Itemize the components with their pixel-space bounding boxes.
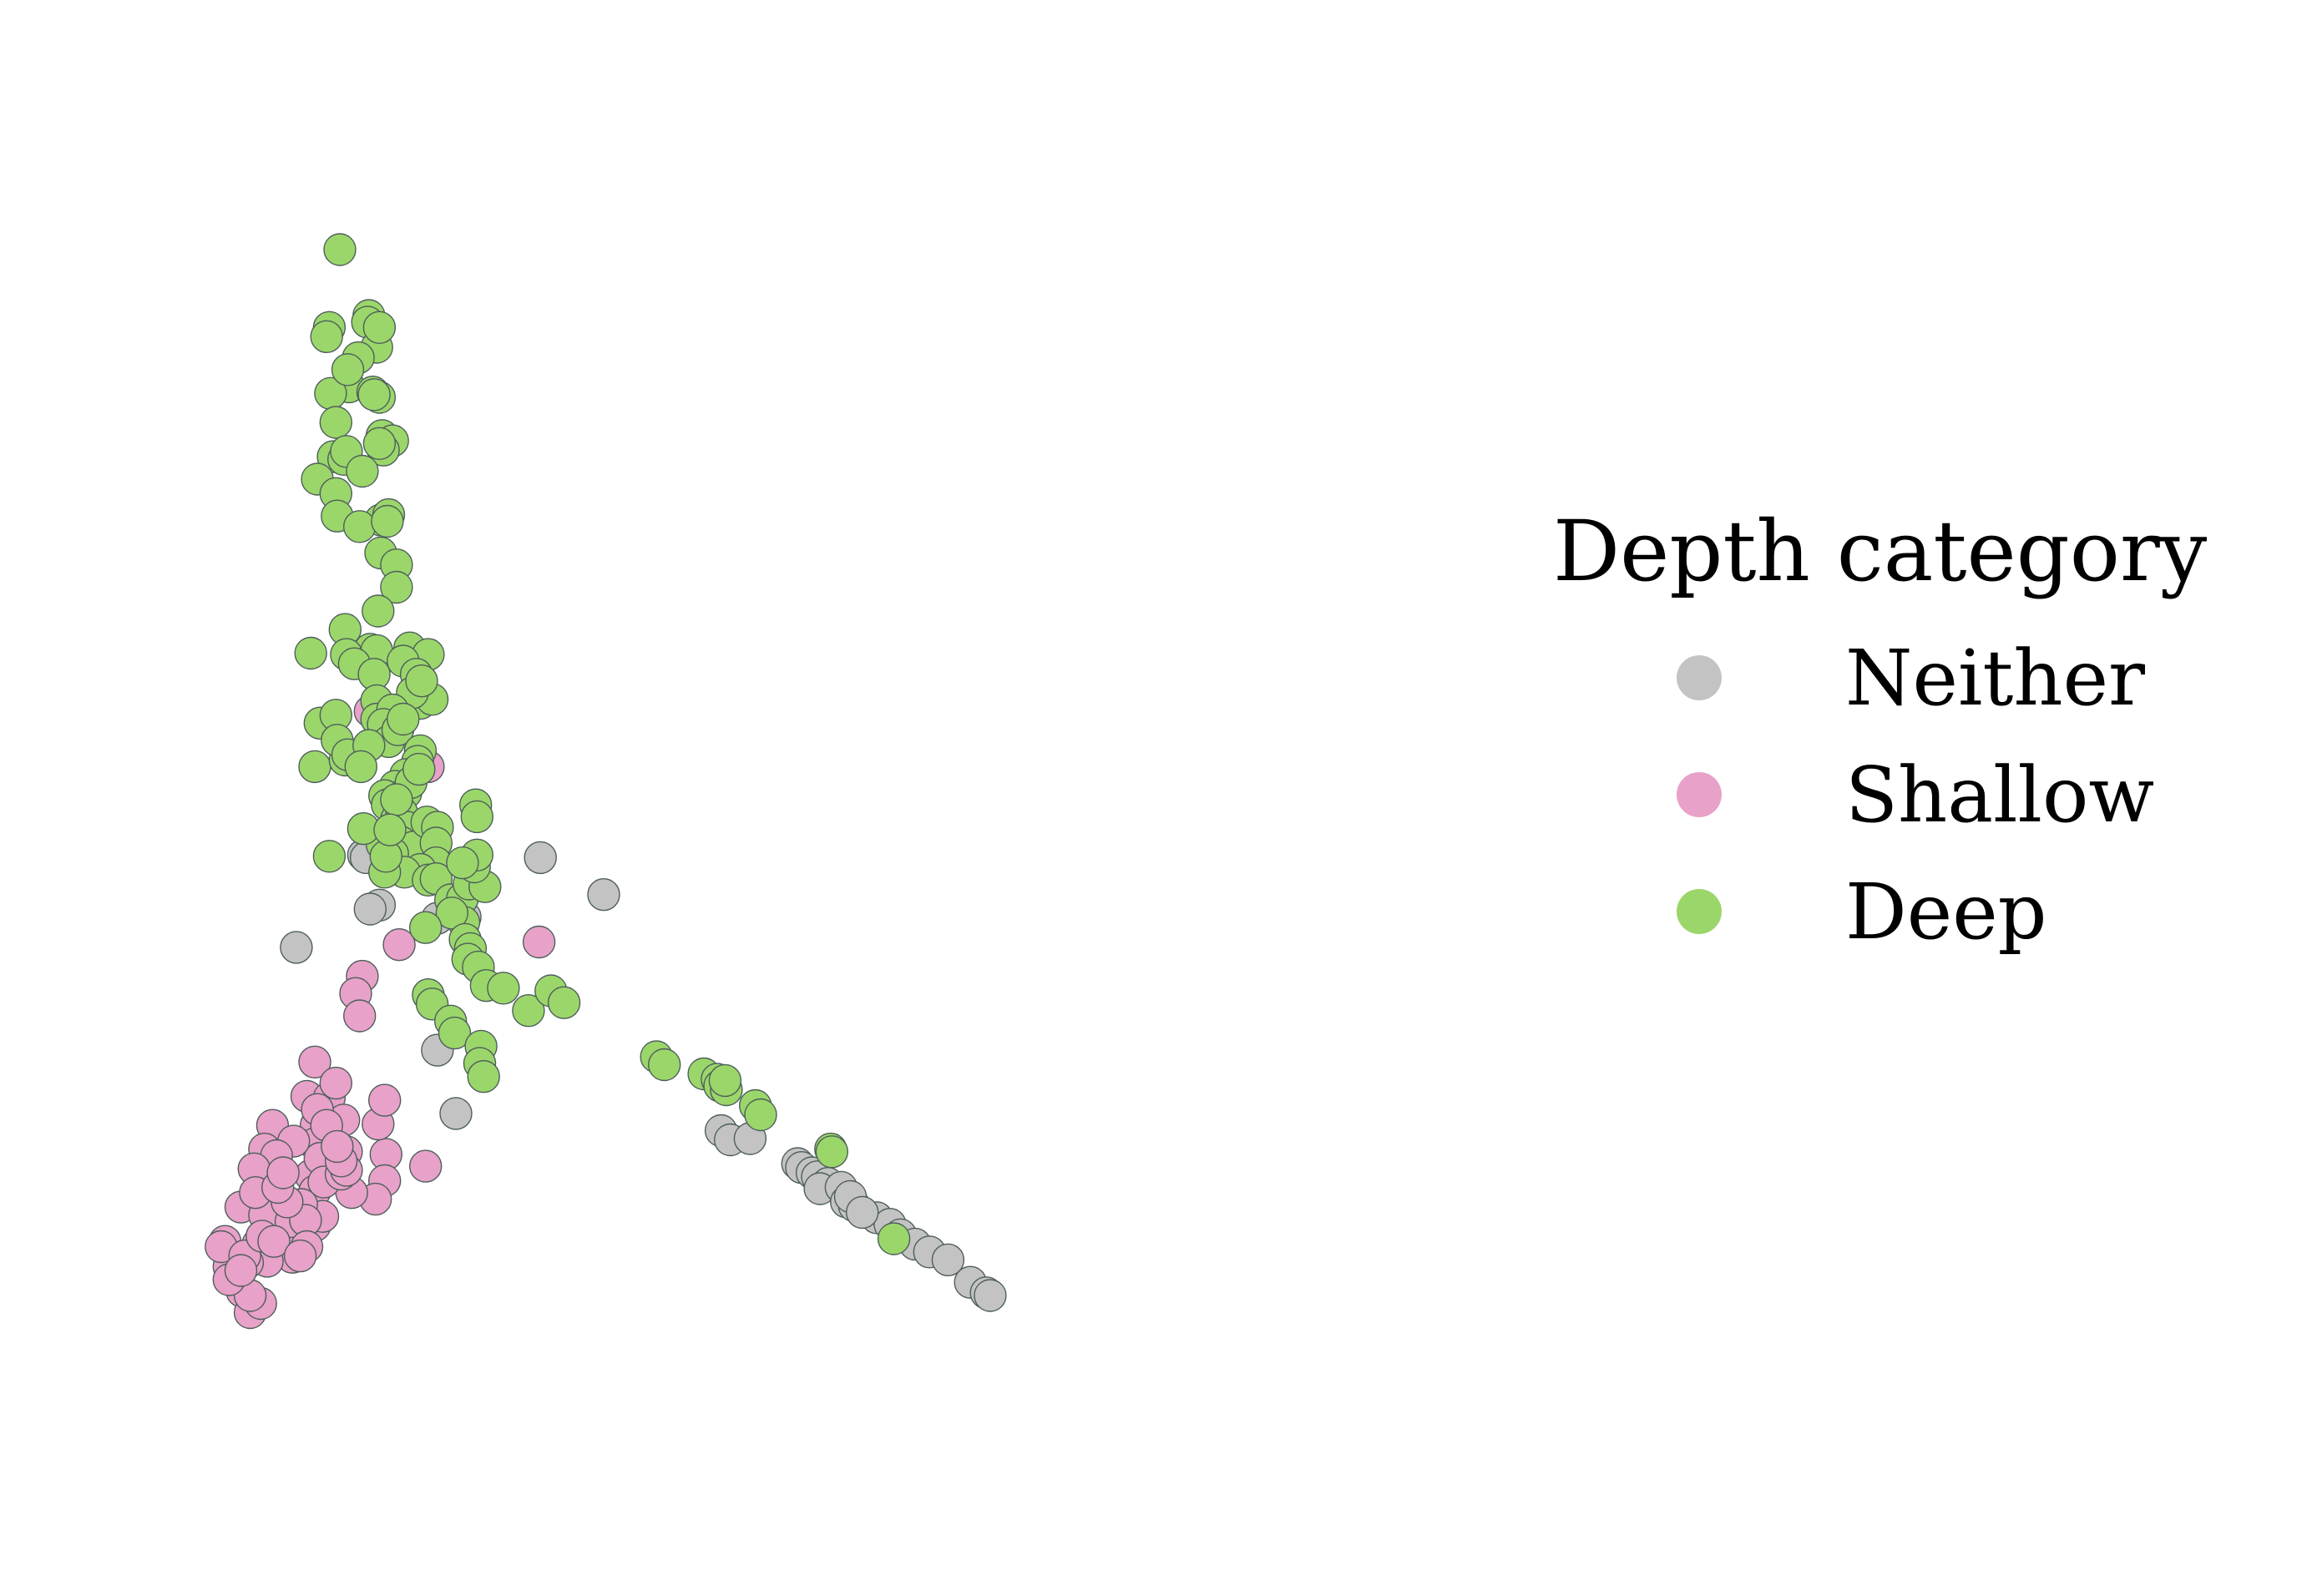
point-shallow — [522, 925, 556, 959]
point-shallow — [266, 1156, 300, 1189]
legend-label-neither: Neither — [1845, 634, 2145, 723]
point-deep — [815, 1135, 848, 1169]
plot-area — [205, 233, 1007, 1330]
point-shallow — [368, 1083, 402, 1117]
legend-entry-deep: Deep — [1677, 867, 2047, 957]
point-shallow — [382, 927, 416, 962]
point-deep — [310, 320, 343, 353]
point-neither — [974, 1279, 1007, 1312]
point-deep — [467, 1059, 500, 1093]
point-deep — [435, 896, 468, 930]
point-deep — [373, 813, 407, 846]
point-deep — [362, 594, 395, 628]
point-deep — [357, 378, 391, 412]
legend-entries: Neither Shallow Deep — [1677, 634, 2154, 957]
point-deep — [298, 750, 331, 784]
point-shallow — [257, 1225, 291, 1258]
legend-marker-shallow — [1677, 772, 1722, 817]
point-deep — [323, 233, 357, 266]
point-deep — [402, 752, 436, 786]
point-deep — [877, 1222, 911, 1255]
point-deep — [312, 840, 347, 873]
point-deep — [346, 454, 379, 488]
legend-marker-neither — [1677, 655, 1722, 700]
point-deep — [362, 427, 397, 460]
point-neither — [280, 931, 313, 964]
series-deep — [294, 233, 911, 1255]
legend-entry-shallow: Shallow — [1677, 750, 2154, 840]
point-shallow — [283, 1239, 317, 1273]
point-deep — [380, 570, 413, 604]
point-deep — [438, 1016, 472, 1050]
point-shallow — [298, 1045, 331, 1079]
point-shallow — [224, 1254, 258, 1287]
series-neither — [280, 838, 1007, 1312]
point-deep — [343, 510, 377, 543]
legend-label-deep: Deep — [1845, 867, 2047, 957]
point-deep — [409, 911, 443, 944]
series-shallow — [205, 694, 556, 1330]
legend-marker-deep — [1677, 889, 1722, 934]
point-deep — [446, 846, 479, 880]
point-deep — [380, 783, 413, 816]
point-neither — [524, 841, 557, 875]
legend: Depth category Neither Shallow Deep — [1553, 503, 2208, 957]
point-deep — [648, 1048, 681, 1082]
point-shallow — [319, 1066, 352, 1100]
point-deep — [362, 311, 397, 344]
point-deep — [344, 750, 377, 784]
legend-label-shallow: Shallow — [1845, 750, 2154, 840]
point-deep — [387, 702, 420, 736]
legend-entry-neither: Neither — [1677, 634, 2145, 723]
point-deep — [547, 986, 581, 1019]
point-deep — [319, 406, 352, 439]
point-deep — [460, 800, 493, 834]
point-deep — [487, 972, 520, 1005]
point-neither — [439, 1097, 473, 1130]
point-neither — [587, 877, 620, 912]
point-shallow — [409, 1149, 443, 1183]
point-deep — [708, 1063, 742, 1098]
point-deep — [331, 353, 365, 386]
point-shallow — [321, 1129, 354, 1164]
point-deep — [371, 504, 404, 538]
legend-title: Depth category — [1553, 503, 2208, 600]
point-deep — [744, 1098, 777, 1132]
point-deep — [294, 636, 327, 670]
point-deep — [405, 664, 438, 698]
point-neither — [353, 892, 387, 926]
point-deep — [512, 993, 545, 1028]
point-neither — [845, 1195, 879, 1230]
point-shallow — [343, 999, 377, 1033]
point-neither — [931, 1243, 965, 1277]
